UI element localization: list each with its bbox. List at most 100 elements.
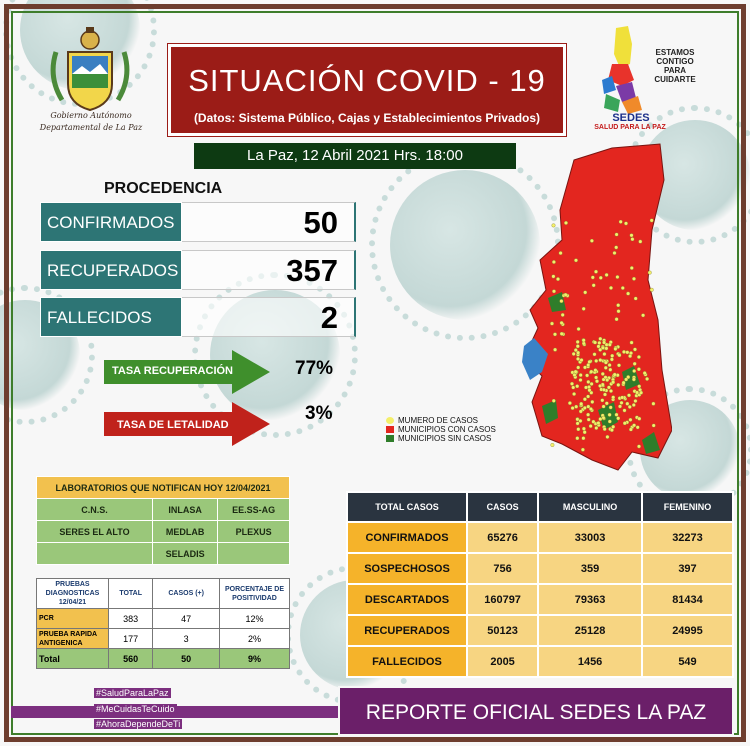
case-dot (633, 296, 638, 301)
case-dot (607, 412, 612, 417)
case-dot (578, 418, 583, 423)
case-dot (604, 401, 609, 406)
case-dot (597, 340, 602, 345)
tests-cell: 9% (219, 648, 290, 669)
case-dot (576, 327, 581, 331)
case-dot (608, 367, 613, 372)
main-cell: 65276 (465, 521, 540, 554)
case-dot (627, 393, 631, 398)
case-dot (632, 276, 636, 281)
case-dot (600, 398, 605, 403)
case-dot (625, 401, 630, 406)
case-dot (601, 404, 606, 409)
case-dot (583, 290, 588, 295)
case-dot (559, 331, 564, 336)
slogan-line: CONTIGO (656, 57, 694, 66)
case-dot (576, 427, 581, 432)
deceased-value: 2 (182, 297, 356, 337)
case-dot (611, 395, 616, 400)
case-dot (642, 371, 647, 376)
case-dot (594, 375, 599, 380)
case-dot (621, 380, 626, 385)
case-dot (609, 428, 614, 433)
case-dot (605, 378, 610, 382)
case-dot (574, 404, 579, 409)
table-row: C.N.S. INLASA EE.SS-AG (35, 498, 290, 521)
case-dot (603, 360, 608, 365)
case-dot (631, 377, 636, 382)
case-dot (574, 258, 578, 263)
case-dot (586, 363, 591, 367)
case-dot (641, 313, 646, 318)
main-cell: 160797 (465, 583, 540, 616)
case-dot (589, 381, 594, 386)
case-dot (592, 352, 597, 357)
government-name-line1: Gobierno Autónomo (50, 111, 132, 120)
page-subtitle: (Datos: Sistema Público, Cajas y Estable… (193, 111, 541, 125)
case-dot (571, 385, 576, 390)
case-dot (556, 277, 560, 282)
main-cell: 81434 (640, 583, 735, 616)
legend-label: MUNICIPIOS CON CASOS (398, 425, 496, 434)
case-dot (609, 285, 613, 290)
case-dot (637, 416, 642, 421)
main-table-header: FEMENINO (640, 491, 735, 523)
case-dot (651, 401, 656, 406)
case-dot (581, 338, 586, 343)
case-dot (590, 275, 595, 280)
case-dot (560, 312, 565, 317)
case-dot (572, 373, 577, 377)
slogan-line: ESTAMOS (655, 48, 695, 57)
main-cell: 32273 (640, 521, 735, 554)
case-dot (609, 389, 613, 393)
main-row-label: SOSPECHOSOS (346, 552, 468, 585)
case-dot (649, 218, 654, 223)
main-cell: 1456 (537, 645, 643, 678)
case-dot (629, 233, 634, 238)
case-dot (618, 219, 623, 224)
main-cell: 397 (640, 552, 735, 585)
case-dot (639, 390, 644, 395)
case-dot (582, 430, 587, 435)
case-dot (586, 379, 591, 384)
case-dot (636, 367, 641, 372)
lab-cell: PLEXUS (217, 520, 290, 543)
case-dot (651, 423, 656, 428)
case-dots (550, 218, 656, 452)
case-dot (570, 381, 574, 386)
recovery-rate-value: 77% (295, 358, 334, 379)
lab-cell: C.N.S. (35, 498, 154, 521)
case-dot (637, 384, 642, 389)
case-dot (600, 345, 605, 350)
case-dot (589, 238, 594, 243)
case-dot (601, 387, 606, 392)
case-dot (649, 287, 654, 292)
case-dot (632, 423, 637, 428)
case-dot (611, 424, 616, 429)
main-cell: 756 (465, 552, 540, 585)
legend-label: MUMERO DE CASOS (398, 416, 479, 425)
hashtag: #SaludParaLaPaz (94, 688, 171, 698)
main-cell: 50123 (465, 614, 540, 647)
case-dot (596, 344, 601, 349)
case-dot (567, 401, 572, 406)
total-cases-table: TOTAL CASOS CASOS MASCULINO FEMENINO CON… (346, 491, 735, 678)
case-dot (627, 404, 632, 409)
sedes-logo-icon (602, 26, 642, 114)
case-dot (645, 376, 650, 381)
case-dot (551, 398, 556, 403)
main-row-label: DESCARTADOS (346, 583, 468, 616)
case-dot (573, 348, 578, 353)
tests-cell: 177 (107, 628, 154, 649)
case-dot (608, 405, 613, 410)
case-dot (629, 340, 634, 345)
main-table-header: TOTAL CASOS (346, 491, 468, 523)
case-dot (579, 401, 584, 406)
case-dot (596, 421, 601, 425)
case-dot (611, 380, 616, 385)
case-dot (603, 392, 607, 397)
tests-header: PORCENTAJE DE POSITIVIDAD (219, 578, 290, 609)
case-dot (622, 421, 627, 426)
case-dot (576, 350, 581, 355)
tests-header: CASOS (+) (152, 578, 220, 609)
